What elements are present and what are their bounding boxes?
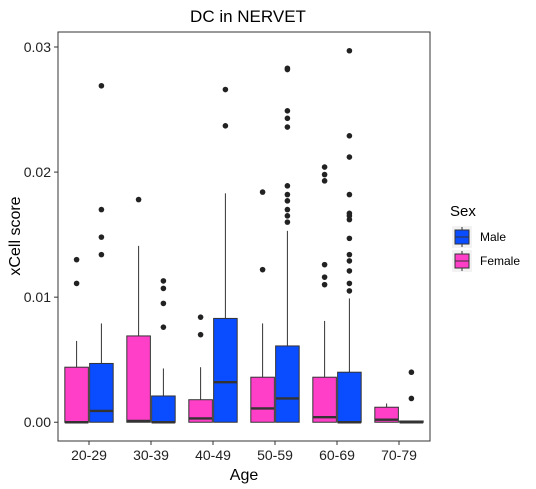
outlier-point	[222, 123, 229, 129]
box-male-50-59	[275, 65, 300, 423]
outlier-point	[321, 261, 328, 268]
outlier-point	[160, 300, 167, 307]
box-female-30-39	[126, 196, 151, 423]
box-body	[312, 376, 337, 423]
outlier-point	[98, 251, 105, 258]
y-axis: 0.00 0.01 0.02 0.03	[24, 39, 58, 430]
outlier-point	[321, 274, 328, 280]
chart-title: DC in NERVET	[190, 7, 306, 26]
outlier-point	[284, 191, 291, 198]
box-male-30-39	[151, 278, 176, 424]
outlier-point	[160, 324, 167, 330]
x-tick-label: 20-29	[71, 447, 107, 463]
legend-label-male: Male	[480, 230, 506, 244]
box-male-60-69	[337, 47, 362, 424]
outlier-point	[284, 198, 291, 204]
outlier-point	[135, 196, 142, 203]
x-tick-label: 70-79	[381, 447, 417, 463]
box-female-60-69	[312, 164, 337, 423]
outlier-point	[284, 115, 291, 122]
x-tick-label: 50-59	[257, 447, 293, 463]
box-body	[250, 376, 275, 423]
outlier-point	[98, 206, 105, 213]
outlier-point	[284, 107, 291, 114]
outlier-point	[346, 258, 353, 264]
box-body	[126, 335, 151, 423]
box-male-40-49	[213, 86, 238, 423]
outlier-point	[259, 266, 266, 273]
x-tick-label: 40-49	[195, 447, 231, 463]
outlier-point	[346, 251, 353, 258]
x-axis: 20-29 30-39 40-49 50-59 60-69 70-79	[71, 441, 417, 463]
outlier-point	[346, 235, 353, 242]
outlier-point	[321, 164, 328, 170]
outlier-point	[73, 256, 80, 263]
legend-key-male	[452, 226, 472, 248]
x-tick-label: 30-39	[133, 447, 169, 463]
outlier-point	[160, 285, 167, 292]
outlier-point	[284, 183, 291, 189]
outlier-point	[321, 281, 328, 288]
outlier-point	[346, 288, 353, 294]
box-female-50-59	[250, 189, 275, 423]
outlier-point	[197, 314, 204, 320]
box-body	[275, 345, 300, 423]
box-female-70-79	[374, 403, 399, 423]
box-body	[89, 362, 114, 423]
outlier-point	[284, 206, 291, 213]
box-male-70-79	[399, 369, 424, 424]
legend-key-female	[452, 250, 472, 272]
outlier-point	[408, 369, 415, 376]
box-body	[374, 406, 399, 423]
y-tick-label: 0.00	[24, 414, 51, 430]
box-body	[188, 399, 213, 423]
outlier-point	[346, 191, 353, 198]
y-tick-label: 0.01	[24, 289, 51, 305]
outlier-point	[160, 278, 167, 284]
outlier-point	[346, 154, 353, 160]
box-female-40-49	[188, 314, 213, 423]
outlier-point	[346, 47, 353, 54]
outlier-point	[346, 280, 353, 287]
outlier-point	[321, 178, 328, 184]
legend-title: Sex	[450, 203, 476, 220]
box-series-group	[64, 47, 424, 424]
outlier-point	[259, 189, 266, 195]
y-tick-label: 0.03	[24, 39, 51, 55]
outlier-point	[346, 133, 353, 139]
outlier-point	[73, 280, 80, 287]
box-male-20-29	[89, 82, 114, 423]
box-body	[337, 371, 362, 423]
outlier-point	[321, 171, 328, 178]
y-axis-title: xCell score	[7, 196, 24, 275]
x-tick-label: 60-69	[319, 447, 355, 463]
outlier-point	[197, 331, 204, 338]
outlier-point	[98, 82, 105, 89]
box-body	[64, 366, 89, 423]
outlier-point	[284, 213, 291, 219]
outlier-point	[408, 395, 415, 402]
box-female-20-29	[64, 256, 89, 424]
outlier-point	[98, 234, 105, 240]
outlier-point	[284, 65, 291, 72]
outlier-point	[346, 268, 353, 274]
y-tick-label: 0.02	[24, 164, 51, 180]
outlier-point	[346, 210, 353, 217]
outlier-point	[284, 219, 291, 225]
outlier-point	[222, 86, 229, 93]
box-body	[151, 395, 176, 423]
box-body	[213, 317, 238, 423]
outlier-point	[284, 124, 291, 130]
legend-label-female: Female	[480, 254, 520, 268]
plot-panel	[57, 31, 431, 442]
x-axis-title: Age	[230, 467, 259, 484]
legend: Sex Male Female	[450, 203, 520, 272]
